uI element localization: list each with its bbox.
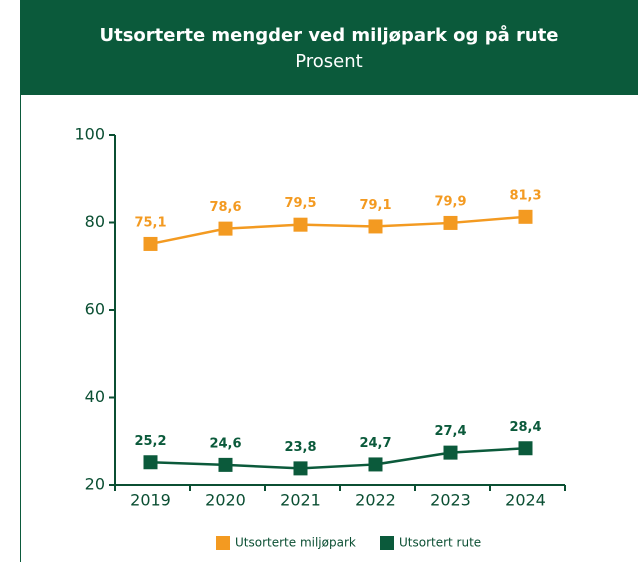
data-label: 25,2 — [134, 434, 166, 449]
data-label: 23,8 — [284, 440, 316, 455]
legend-swatch — [380, 536, 394, 550]
y-tick-label: 40 — [85, 387, 105, 406]
data-point — [143, 455, 158, 470]
x-tick-label: 2024 — [505, 491, 546, 510]
y-tick-label: 100 — [74, 125, 105, 144]
data-point — [518, 441, 533, 456]
x-tick-label: 2021 — [280, 491, 321, 510]
data-point — [443, 445, 458, 460]
data-label: 78,6 — [209, 200, 241, 215]
data-label: 79,9 — [434, 194, 466, 209]
legend-label: Utsorterte miljøpark — [235, 536, 356, 550]
data-label: 28,4 — [509, 420, 541, 435]
legend-label: Utsortert rute — [399, 536, 481, 550]
data-label: 27,4 — [434, 424, 466, 439]
x-tick-label: 2022 — [355, 491, 396, 510]
y-tick-label: 60 — [85, 300, 105, 319]
data-label: 75,1 — [134, 215, 166, 230]
data-point — [443, 215, 458, 230]
y-tick-label: 80 — [85, 212, 105, 231]
chart-title: Utsorterte mengder ved miljøpark og på r… — [99, 24, 558, 46]
legend-swatch — [216, 536, 230, 550]
data-label: 24,7 — [359, 436, 391, 451]
data-point — [293, 217, 308, 232]
data-point — [368, 219, 383, 234]
data-label: 81,3 — [509, 188, 541, 203]
data-point — [218, 457, 233, 472]
chart-subtitle: Prosent — [295, 51, 362, 72]
data-point — [293, 461, 308, 476]
x-tick-label: 2019 — [130, 491, 171, 510]
data-label: 79,5 — [284, 196, 316, 211]
data-point — [143, 236, 158, 251]
series-line — [150, 447, 526, 470]
series-line — [150, 215, 526, 246]
x-tick-label: 2020 — [205, 491, 246, 510]
data-point — [218, 221, 233, 236]
data-point — [368, 457, 383, 472]
data-label: 79,1 — [359, 198, 391, 213]
data-label: 24,6 — [209, 436, 241, 451]
header-band — [20, 0, 638, 95]
x-tick-label: 2023 — [430, 491, 471, 510]
data-point — [518, 209, 533, 224]
y-tick-label: 20 — [85, 475, 105, 494]
